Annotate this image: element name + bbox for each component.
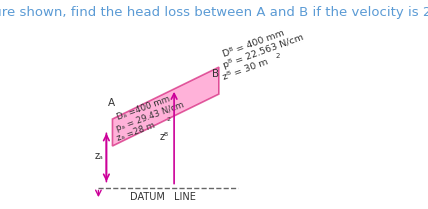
Text: zᴮ: zᴮ [160,132,169,142]
Text: As figure shown, find the head loss between A and B if the velocity is 25 m/s.: As figure shown, find the head loss betw… [0,6,428,19]
Text: pₐ = 29.43 N/cm: pₐ = 29.43 N/cm [116,100,186,133]
Text: 2: 2 [167,117,171,122]
Text: Dᴮ = 400 mm: Dᴮ = 400 mm [222,28,286,59]
Text: Dₐ =400 mm: Dₐ =400 mm [116,95,171,122]
Text: A: A [108,98,115,108]
Polygon shape [113,67,219,146]
Text: pᴮ = 22.563 N/cm: pᴮ = 22.563 N/cm [222,33,305,70]
Text: LINE: LINE [174,192,196,202]
Text: B: B [212,69,219,79]
Text: DATUM: DATUM [130,192,164,202]
Text: zₐ =28 m: zₐ =28 m [116,121,156,143]
Text: zᴮ = 30 m: zᴮ = 30 m [222,57,270,82]
Text: 2: 2 [276,53,280,59]
Text: zₐ: zₐ [95,151,104,161]
